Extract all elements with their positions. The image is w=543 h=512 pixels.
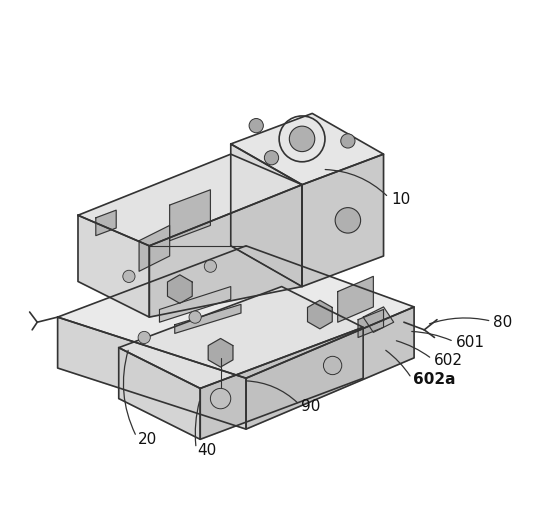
Polygon shape — [160, 287, 231, 322]
Polygon shape — [119, 348, 200, 439]
Polygon shape — [167, 275, 192, 303]
Polygon shape — [302, 154, 383, 287]
Text: 10: 10 — [391, 193, 411, 207]
Polygon shape — [169, 190, 210, 241]
Text: 80: 80 — [493, 315, 512, 330]
Text: 602: 602 — [433, 353, 463, 368]
Polygon shape — [119, 287, 363, 389]
Polygon shape — [363, 307, 394, 332]
Polygon shape — [78, 154, 302, 246]
Text: 20: 20 — [138, 432, 157, 447]
Polygon shape — [139, 225, 169, 271]
Text: 601: 601 — [456, 335, 485, 350]
Circle shape — [138, 331, 150, 344]
Polygon shape — [231, 114, 383, 185]
Circle shape — [123, 270, 135, 283]
Circle shape — [264, 151, 279, 165]
Polygon shape — [358, 309, 383, 337]
Polygon shape — [175, 304, 241, 333]
Text: 40: 40 — [198, 443, 217, 458]
Polygon shape — [246, 307, 414, 429]
Polygon shape — [58, 246, 414, 378]
Polygon shape — [200, 327, 363, 439]
Text: 602a: 602a — [413, 372, 456, 387]
Polygon shape — [307, 301, 332, 329]
Text: 90: 90 — [301, 399, 320, 414]
Polygon shape — [338, 276, 374, 322]
Polygon shape — [78, 215, 149, 317]
Circle shape — [249, 118, 263, 133]
Polygon shape — [96, 210, 116, 236]
Circle shape — [341, 134, 355, 148]
Polygon shape — [208, 338, 233, 367]
Polygon shape — [58, 317, 246, 429]
Circle shape — [210, 389, 231, 409]
Circle shape — [289, 126, 315, 152]
Circle shape — [204, 260, 217, 272]
Circle shape — [324, 356, 342, 375]
Polygon shape — [231, 144, 302, 287]
Circle shape — [335, 208, 361, 233]
Circle shape — [189, 311, 201, 323]
Polygon shape — [149, 185, 302, 317]
